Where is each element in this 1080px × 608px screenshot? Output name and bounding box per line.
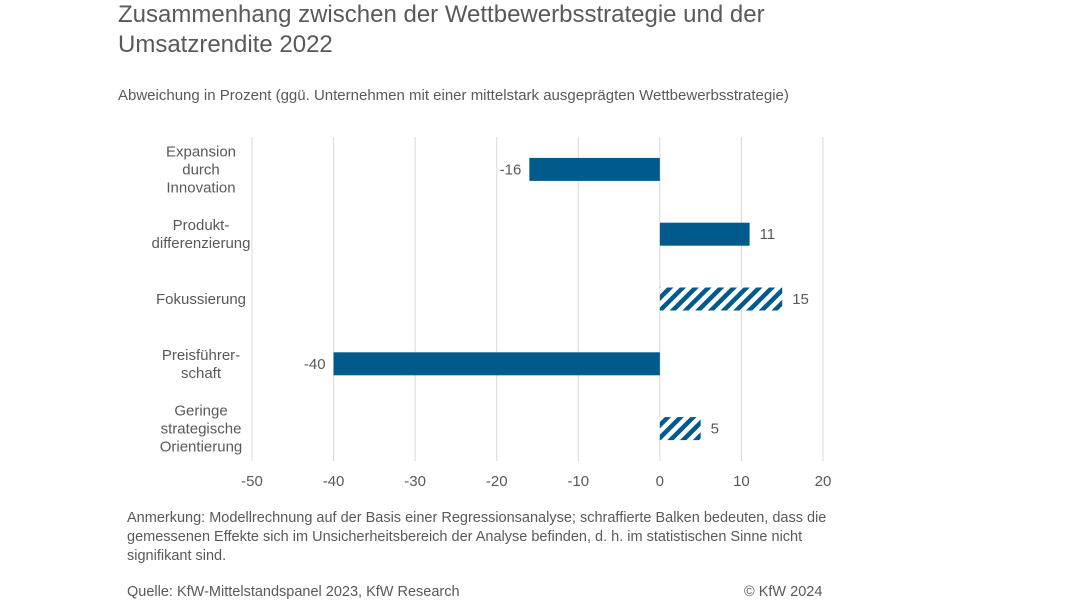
x-tick-label: -40	[323, 473, 345, 490]
bar-chart: -50 -40 -30 -20 -10 0 10 20 Expansion durch Innov…	[152, 137, 831, 490]
bar-hatched	[659, 287, 783, 311]
chart-title: Zusammenhang zwischen der Wettbewerbsstr…	[118, 1, 765, 58]
category-label: Expansion durch Innovation	[166, 143, 236, 196]
value-label: -16	[500, 161, 522, 178]
source-text: Quelle: KfW-Mittelstandspanel 2023, KfW …	[127, 584, 460, 600]
category-label: Produkt-differenzierung	[152, 217, 251, 252]
value-labels: -16 11 15 -40 5	[304, 161, 809, 437]
x-axis-tick-labels: -50 -40 -30 -20 -10 0 10 20	[241, 473, 831, 490]
category-label: Geringe strategische Orientierung	[160, 403, 243, 456]
bar	[529, 157, 660, 181]
x-tick-label: 20	[815, 473, 832, 490]
bar	[659, 222, 750, 246]
x-tick-label: -50	[241, 473, 263, 490]
value-label: 15	[792, 291, 809, 308]
value-label: 5	[711, 421, 719, 438]
x-tick-label: -10	[567, 473, 589, 490]
chart-subtitle: Abweichung in Prozent (ggü. Unternehmen …	[118, 87, 789, 104]
x-tick-label: -30	[404, 473, 426, 490]
x-tick-label: 0	[656, 473, 664, 490]
x-tick-label: -20	[486, 473, 508, 490]
value-label: -40	[304, 356, 326, 373]
bars	[333, 157, 783, 441]
copyright-text: © KfW 2024	[744, 584, 823, 600]
category-label: Fokussierung	[156, 291, 246, 308]
value-label: 11	[760, 226, 776, 243]
bar-hatched	[659, 417, 701, 441]
category-labels: Expansion durch Innovation Produkt-differen…	[152, 143, 251, 455]
category-label: Preisführer-schaft	[162, 347, 240, 382]
footnote: Anmerkung: Modellrechnung auf der Basis …	[127, 510, 827, 564]
bar	[333, 352, 660, 376]
x-tick-label: 10	[733, 473, 750, 490]
